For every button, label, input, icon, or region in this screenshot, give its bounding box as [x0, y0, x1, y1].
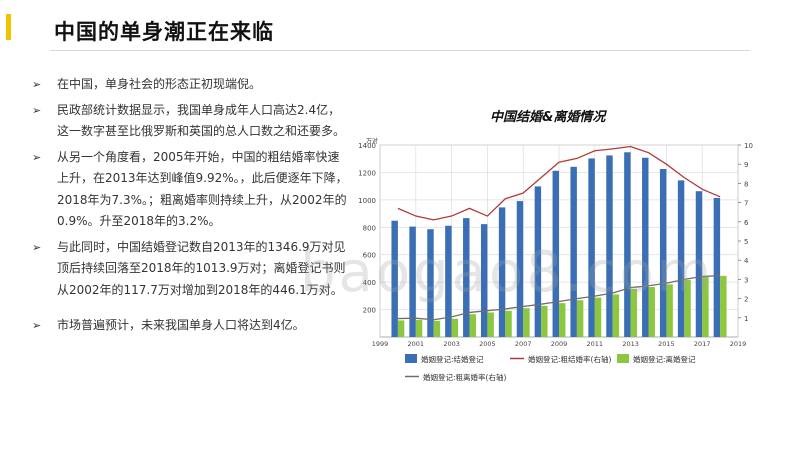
x-tick-label: 2019 [730, 340, 747, 348]
x-tick-label: 2005 [479, 340, 496, 348]
x-tick-label: 2013 [622, 340, 639, 348]
bar-divorce [576, 300, 584, 337]
bar-marriage [588, 158, 595, 337]
bar-divorce [541, 305, 548, 337]
y-left-tick-label: 600 [363, 252, 376, 260]
bar-marriage [659, 169, 667, 337]
y-left-tick-label: 200 [363, 307, 376, 315]
bar-marriage [480, 224, 488, 337]
bullet-text: 与此同时，中国结婚登记数自2013年的1346.9万对见顶后持续回落至2018年… [57, 239, 346, 297]
y-left-tick-label: 800 [363, 224, 376, 232]
bar-marriage [606, 155, 613, 337]
bar-divorce [648, 287, 655, 337]
bullet-list: ➢ 在中国，单身社会的形态正初现端倪。 ➢ 民政部统计数据显示，我国单身成年人口… [30, 74, 348, 341]
y-right-tick-label: 9 [744, 161, 748, 169]
title-divider [50, 50, 750, 51]
bar-marriage [445, 225, 452, 337]
bar-divorce [523, 308, 530, 337]
bar-marriage [695, 191, 703, 337]
x-tick-label: 2007 [515, 340, 532, 348]
y-right-tick-label: 5 [744, 238, 748, 246]
x-tick-label: 2003 [443, 340, 460, 348]
bar-divorce [702, 277, 709, 337]
bullet-item: ➢ 民政部统计数据显示，我国单身成年人口高达2.4亿，这一数字甚至比俄罗斯和英国… [30, 100, 348, 143]
y-left-tick-label: 1400 [358, 142, 376, 150]
bar-divorce [684, 279, 691, 337]
arrow-bullet-icon: ➢ [32, 103, 42, 117]
bullet-item: ➢ 从另一个角度看，2005年开始，中国的粗结婚率快速上升，在2013年达到峰值… [30, 147, 348, 233]
watermark: baogao8.com [300, 240, 715, 305]
bar-marriage [624, 152, 631, 337]
bar-marriage [463, 218, 470, 337]
bullet-text: 从另一个角度看，2005年开始，中国的粗结婚率快速上升，在2013年达到峰值9.… [57, 149, 348, 229]
bar-divorce [630, 289, 638, 337]
legend-swatch [617, 354, 629, 363]
y-right-tick-label: 4 [744, 257, 749, 265]
y-left-tick-label: 400 [363, 279, 376, 287]
bullet-text: 在中国，单身社会的形态正初现端倪。 [57, 77, 262, 91]
bar-divorce [415, 319, 423, 337]
x-tick-label: 2001 [408, 340, 425, 348]
bar-marriage [677, 180, 685, 337]
x-tick-label: 2015 [658, 340, 675, 348]
y-right-tick-label: 3 [744, 276, 748, 284]
arrow-bullet-icon: ➢ [32, 240, 42, 254]
y-right-tick-label: 8 [744, 180, 748, 188]
bar-divorce [720, 275, 727, 337]
arrow-bullet-icon: ➢ [32, 150, 42, 164]
bar-marriage [570, 166, 577, 337]
y-right-tick-label: 7 [744, 200, 748, 208]
bar-marriage [642, 157, 649, 337]
line-marriage-rate [397, 145, 721, 221]
y-right-tick-label: 10 [744, 142, 753, 150]
x-tick-label: 2011 [587, 340, 604, 348]
y-right-tick-label: 1 [744, 315, 748, 323]
x-tick-label: 2009 [551, 340, 568, 348]
bar-divorce [487, 312, 494, 337]
bar-divorce [666, 284, 673, 337]
bullet-item: ➢ 与此同时，中国结婚登记数自2013年的1346.9万对见顶后持续回落至201… [30, 237, 348, 302]
legend-label: 婚姻登记:粗离婚率(右轴) [423, 372, 506, 382]
bullet-text: 市场普遍预计，未来我国单身人口将达到4亿。 [57, 318, 305, 332]
chart-title: 中国结婚&离婚情况 [490, 110, 606, 125]
bar-divorce [433, 320, 441, 337]
page-title: 中国的单身潮正在来临 [54, 20, 274, 44]
y-left-tick-label: 1000 [358, 197, 376, 205]
bar-marriage [552, 170, 559, 337]
bar-marriage [427, 229, 434, 337]
bar-marriage [516, 201, 524, 337]
arrow-bullet-icon: ➢ [32, 78, 42, 91]
bullet-item: ➢ 在中国，单身社会的形态正初现端倪。 [30, 74, 348, 96]
title-bar: 中国的单身潮正在来临 [0, 0, 800, 52]
x-tick-label: 2017 [694, 340, 711, 348]
legend-label: 婚姻登记:粗结婚率(右轴) [528, 354, 611, 364]
bar-divorce [451, 318, 459, 337]
bar-marriage [534, 186, 542, 337]
legend-label: 婚姻登记:离婚登记 [633, 354, 696, 364]
bar-marriage [391, 220, 398, 337]
bar-divorce [505, 310, 512, 337]
bar-marriage [409, 226, 416, 337]
bar-marriage [498, 207, 506, 337]
title-accent-bar [6, 14, 11, 40]
bullet-text: 民政部统计数据显示，我国单身成年人口高达2.4亿，这一数字甚至比俄罗斯和英国的总… [57, 102, 346, 139]
arrow-bullet-icon: ➢ [32, 319, 42, 332]
bar-divorce [469, 314, 476, 337]
y-right-tick-label: 2 [744, 296, 748, 304]
x-tick-label: 1999 [372, 340, 389, 348]
y-right-tick-label: 6 [744, 219, 749, 227]
y-left-axis-label: 万对 [366, 137, 378, 145]
line-divorce-rate [397, 274, 721, 321]
legend-label: 婚姻登记:结婚登记 [421, 354, 484, 364]
bar-divorce [559, 303, 566, 337]
legend-swatch [405, 354, 417, 363]
bar-divorce [612, 294, 620, 337]
bar-divorce [397, 320, 405, 337]
y-left-tick-label: 1200 [358, 169, 376, 177]
bar-divorce [594, 297, 602, 337]
bullet-item: ➢ 市场普遍预计，未来我国单身人口将达到4亿。 [30, 315, 348, 337]
bar-marriage [713, 197, 721, 337]
